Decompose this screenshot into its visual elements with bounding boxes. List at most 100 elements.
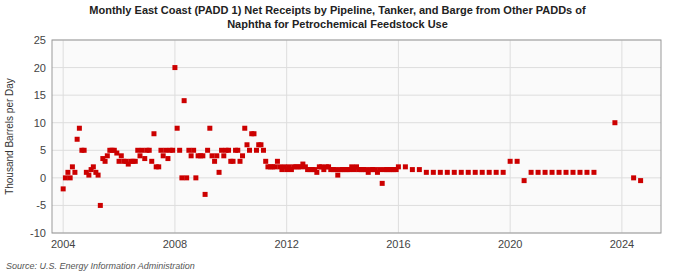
x-tick-label: 2008	[163, 238, 187, 250]
point	[156, 164, 161, 169]
point	[380, 181, 385, 186]
point	[261, 148, 266, 153]
point	[140, 148, 145, 153]
point	[68, 175, 73, 180]
point	[231, 159, 236, 164]
point	[82, 148, 87, 153]
point	[508, 159, 513, 164]
x-tick-label: 2004	[51, 238, 75, 250]
point	[184, 175, 189, 180]
point	[612, 120, 617, 125]
point	[577, 170, 582, 175]
point	[403, 164, 408, 169]
point	[550, 170, 555, 175]
point	[103, 159, 108, 164]
point	[205, 148, 210, 153]
point	[333, 167, 338, 172]
point	[417, 167, 422, 172]
point	[133, 159, 138, 164]
point	[77, 126, 82, 131]
point	[203, 192, 208, 197]
point	[263, 159, 268, 164]
y-tick-label: -5	[36, 199, 46, 211]
point	[410, 167, 415, 172]
point	[182, 98, 187, 103]
point	[515, 159, 520, 164]
point	[163, 148, 168, 153]
point	[466, 170, 471, 175]
x-tick-label: 2016	[386, 238, 410, 250]
point	[235, 148, 240, 153]
y-tick-label: 5	[40, 144, 46, 156]
y-grid-line	[52, 205, 661, 206]
point	[117, 159, 122, 164]
point	[251, 131, 256, 136]
point	[161, 153, 166, 158]
point	[591, 170, 596, 175]
point	[149, 159, 154, 164]
point	[65, 170, 70, 175]
point	[501, 170, 506, 175]
point	[254, 148, 259, 153]
point	[91, 164, 96, 169]
point	[151, 131, 156, 136]
x-grid-line	[621, 40, 622, 233]
y-tick-label: 10	[34, 117, 46, 129]
x-grid-line	[63, 40, 64, 233]
x-grid-line	[286, 40, 287, 233]
x-tick-label: 2012	[274, 238, 298, 250]
plot-frame	[52, 40, 661, 233]
point	[226, 148, 231, 153]
point	[424, 170, 429, 175]
point	[452, 170, 457, 175]
y-tick-label: -10	[30, 227, 46, 239]
point	[631, 175, 636, 180]
point	[536, 170, 541, 175]
point	[247, 148, 252, 153]
point	[240, 153, 245, 158]
point	[242, 126, 247, 131]
point	[191, 148, 196, 153]
point	[571, 170, 576, 175]
point	[487, 170, 492, 175]
x-grid-line	[398, 40, 399, 233]
point	[63, 175, 68, 180]
point	[258, 142, 263, 147]
y-tick-label: 15	[34, 89, 46, 101]
y-grid-line	[52, 122, 661, 123]
point	[175, 126, 180, 131]
point	[165, 156, 170, 161]
point	[396, 164, 401, 169]
source-note: Source: U.S. Energy Information Administ…	[6, 261, 195, 271]
point	[72, 170, 77, 175]
point	[105, 153, 110, 158]
x-grid-line	[510, 40, 511, 233]
point	[221, 153, 226, 158]
point	[96, 173, 101, 178]
point	[219, 148, 224, 153]
title: Monthly East Coast (PADD 1) Net Receipts…	[89, 4, 586, 30]
point	[98, 203, 103, 208]
point	[172, 65, 177, 70]
point	[86, 173, 91, 178]
y-tick-label: 25	[34, 34, 46, 46]
point	[272, 164, 277, 169]
point	[529, 170, 534, 175]
point	[438, 170, 443, 175]
chart-container: Monthly East Coast (PADD 1) Net Receipts…	[0, 0, 675, 275]
point	[584, 170, 589, 175]
y-grid-line	[52, 95, 661, 96]
point	[564, 170, 569, 175]
chart: Monthly East Coast (PADD 1) Net Receipts…	[0, 0, 675, 275]
point	[210, 153, 215, 158]
title-line: Naphtha for Petrochemical Feedstock Use	[227, 18, 448, 30]
point	[543, 170, 548, 175]
point	[137, 153, 142, 158]
point	[244, 142, 249, 147]
point	[445, 170, 450, 175]
point	[480, 170, 485, 175]
point	[170, 148, 175, 153]
point	[179, 175, 184, 180]
point	[193, 175, 198, 180]
point	[177, 148, 182, 153]
